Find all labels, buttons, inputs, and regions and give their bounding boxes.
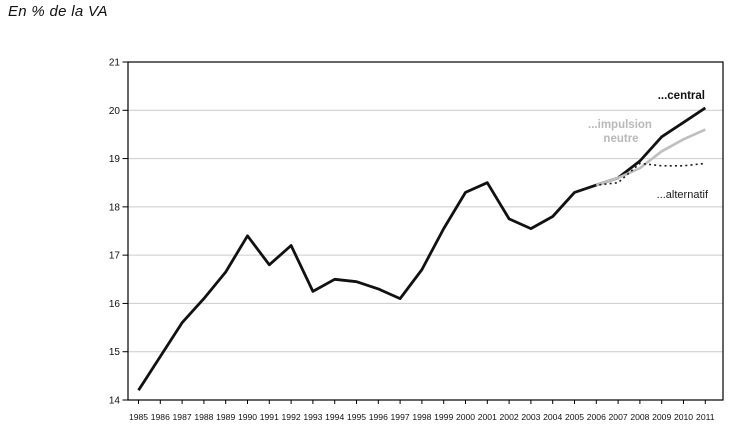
x-tick-label: 2004 (543, 412, 562, 422)
legend-neutre: neutre (603, 133, 638, 145)
x-tick-label: 2001 (478, 412, 497, 422)
x-tick-label: 1997 (391, 412, 410, 422)
series-central-line (137, 106, 707, 392)
y-tick-label: 15 (109, 347, 121, 358)
x-tick-label: 1986 (151, 412, 170, 422)
x-tick-label: 1987 (173, 412, 192, 422)
x-tick-label: 2000 (456, 412, 475, 422)
x-tick-label: 1992 (282, 412, 301, 422)
x-tick-label: 2003 (521, 412, 540, 422)
y-tick-label: 20 (109, 106, 121, 117)
y-tick-label: 21 (109, 58, 121, 69)
legend-central: ...central (658, 90, 705, 102)
chart-unit-label: En % de la VA (8, 3, 108, 20)
x-tick-label: 2010 (674, 412, 693, 422)
y-tick-label: 14 (109, 396, 121, 407)
x-tick-label: 1994 (325, 412, 344, 422)
legend-impulsion: ...impulsion (588, 119, 652, 131)
legend-alternatif: ...alternatif (657, 189, 709, 201)
x-tick-label: 1991 (260, 412, 279, 422)
x-tick-label: 2009 (652, 412, 671, 422)
y-tick-label: 19 (109, 154, 121, 165)
x-tick-label: 2007 (609, 412, 628, 422)
y-tick-label: 17 (109, 251, 121, 262)
x-tick-label: 1998 (412, 412, 431, 422)
x-tick-label: 2002 (500, 412, 519, 422)
x-tick-label: 2006 (587, 412, 606, 422)
x-tick-label: 2008 (630, 412, 649, 422)
y-tick-label: 16 (109, 299, 121, 310)
x-tick-label: 1996 (369, 412, 388, 422)
x-tick-label: 2011 (696, 412, 715, 422)
x-tick-label: 1988 (194, 412, 213, 422)
x-tick-label: 1993 (303, 412, 322, 422)
series-impulsion-neutre-line (595, 128, 706, 187)
series-alternatif-line (574, 162, 706, 194)
y-tick-label: 18 (109, 202, 121, 213)
x-tick-label: 2005 (565, 412, 584, 422)
x-tick-label: 1985 (129, 412, 148, 422)
plot-border (127, 61, 724, 401)
x-tick-label: 1990 (238, 412, 257, 422)
x-tick-label: 1995 (347, 412, 366, 422)
x-tick-label: 1989 (216, 412, 235, 422)
x-tick-label: 1999 (434, 412, 453, 422)
